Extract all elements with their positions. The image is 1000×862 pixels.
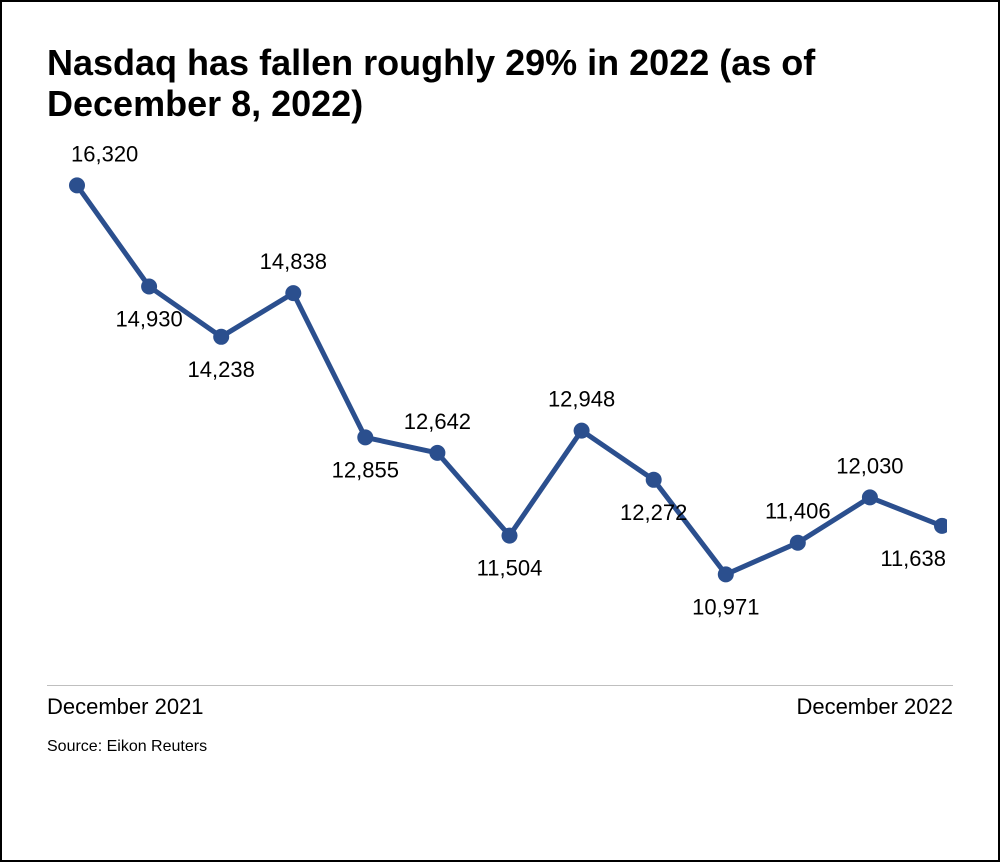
data-point: [357, 429, 373, 445]
data-label: 12,030: [836, 453, 903, 478]
data-label: 11,406: [765, 498, 831, 523]
data-point: [574, 422, 590, 438]
data-label: 11,504: [477, 555, 543, 580]
data-point: [69, 177, 85, 193]
x-axis-end-label: December 2022: [796, 694, 953, 720]
data-point: [213, 329, 229, 345]
data-label: 14,238: [188, 357, 255, 382]
data-point: [429, 445, 445, 461]
data-label: 12,272: [620, 500, 687, 525]
data-point: [646, 472, 662, 488]
x-axis-start-label: December 2021: [47, 694, 204, 720]
data-point: [285, 285, 301, 301]
data-label: 14,838: [260, 249, 327, 274]
chart-source: Source: Eikon Reuters: [47, 738, 953, 756]
chart-title: Nasdaq has fallen roughly 29% in 2022 (a…: [47, 42, 953, 125]
data-point: [934, 518, 947, 534]
x-axis-labels: December 2021 December 2022: [47, 694, 953, 720]
chart-plot-area: 16,320 14,930 14,238 14,838 12,85512,642 11,5…: [47, 135, 953, 675]
data-point: [718, 566, 734, 582]
line-chart-svg: 16,320 14,930 14,238 14,838 12,85512,642 11,5…: [47, 135, 947, 675]
data-point: [862, 489, 878, 505]
data-label: 11,638: [880, 546, 946, 571]
data-label: 12,642: [404, 409, 471, 434]
data-point: [790, 534, 806, 550]
chart-frame: Nasdaq has fallen roughly 29% in 2022 (a…: [0, 0, 1000, 862]
data-label: 12,855: [332, 457, 399, 482]
data-point: [141, 278, 157, 294]
x-axis-line: [47, 685, 953, 686]
data-label: 16,320: [71, 141, 138, 166]
data-label: 10,971: [692, 594, 759, 619]
data-label: 14,930: [115, 306, 182, 331]
data-point: [502, 527, 518, 543]
data-label: 12,948: [548, 386, 615, 411]
